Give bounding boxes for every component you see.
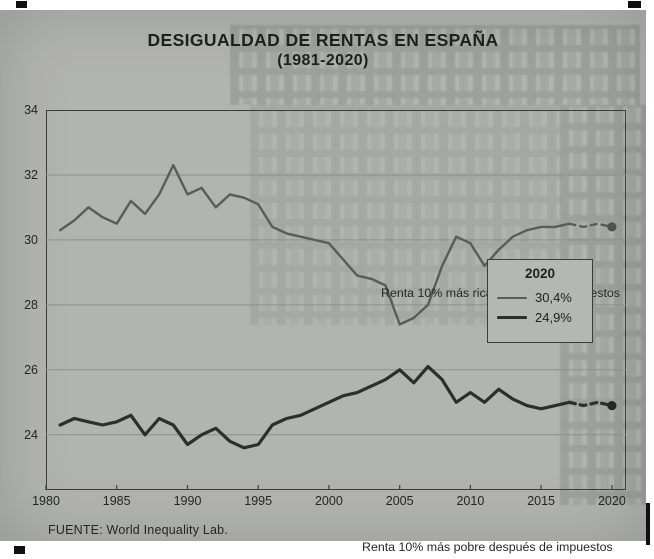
x-tick-label: 1995 bbox=[244, 494, 273, 508]
chart-subtitle: (1981-2020) bbox=[277, 52, 369, 69]
chart-title: DESIGUALDAD DE RENTAS EN ESPAÑA bbox=[147, 30, 499, 50]
crop-mark bbox=[646, 503, 650, 545]
series-line-1 bbox=[58, 365, 571, 450]
legend-title: 2020 bbox=[524, 266, 556, 281]
y-tick-label: 24 bbox=[24, 427, 38, 442]
source-text: FUENTE: World Inequality Lab. bbox=[48, 523, 228, 537]
crop-mark bbox=[14, 546, 25, 554]
legend-label: 30,4% bbox=[535, 290, 572, 305]
legend-label: 24,9% bbox=[535, 310, 572, 325]
series-end-dot-1 bbox=[607, 401, 617, 411]
y-tick-label: 34 bbox=[24, 103, 38, 117]
legend-line-sample-poor bbox=[497, 316, 527, 319]
legend-line-sample-rich bbox=[497, 296, 527, 299]
x-tick-label: 2005 bbox=[385, 494, 414, 508]
annotation-poor-series: Renta 10% más pobre después de impuestos bbox=[362, 540, 613, 554]
y-tick-label: 30 bbox=[24, 232, 38, 247]
legend-box: 2020 30,4% 24,9% bbox=[487, 259, 593, 343]
y-tick-label: 28 bbox=[24, 297, 38, 312]
y-tick-label: 32 bbox=[24, 168, 38, 182]
y-tick-label: 26 bbox=[24, 362, 38, 377]
plot-border bbox=[46, 110, 626, 490]
legend-entry-rich: 30,4% bbox=[488, 285, 592, 305]
x-tick-label: 2020 bbox=[597, 494, 626, 508]
x-axis-labels: 1980 1985 1990 1995 2000 2005 2010 2015 2020 bbox=[32, 494, 626, 510]
series-end-dot-0 bbox=[607, 222, 617, 232]
x-tick-label: 2000 bbox=[314, 494, 343, 508]
series-line-1-forecast bbox=[567, 400, 614, 408]
legend-entry-poor: 24,9% bbox=[488, 305, 592, 325]
y-axis-labels: 24 26 28 30 32 34 bbox=[0, 103, 42, 490]
series-line-0-forecast bbox=[568, 222, 614, 229]
series-line-0 bbox=[58, 164, 571, 326]
x-tick-label: 1980 bbox=[32, 494, 60, 508]
photo-background: DESIGUALDAD DE RENTAS EN ESPAÑA (1981-20… bbox=[0, 10, 646, 554]
x-tick-label: 1990 bbox=[173, 494, 202, 508]
crop-mark bbox=[16, 1, 27, 8]
x-tick-label: 2015 bbox=[527, 494, 555, 508]
x-tick-label: 2010 bbox=[456, 494, 485, 508]
x-tick-label: 1985 bbox=[102, 494, 131, 508]
crop-mark bbox=[628, 1, 641, 8]
